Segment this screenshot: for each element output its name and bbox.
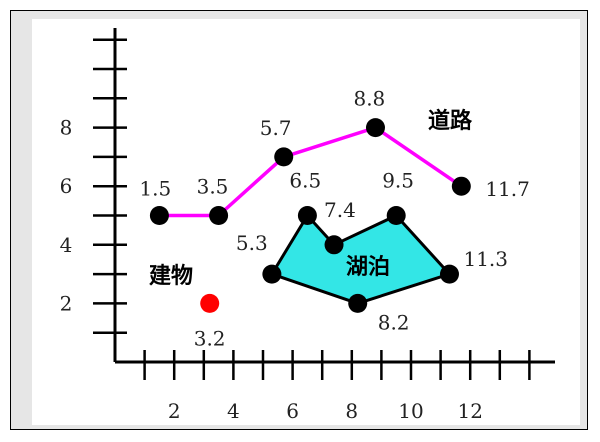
y-tick-label: 4 [60, 233, 73, 257]
lake-vertex [439, 264, 459, 284]
lake-vertex [348, 293, 368, 313]
x-tick-label: 10 [398, 399, 423, 423]
road-vertex [209, 206, 229, 225]
lake-vertex-label: 5.3 [236, 231, 268, 255]
lake-vertex [324, 235, 344, 255]
x-tick-label: 12 [457, 399, 482, 423]
axes [93, 28, 555, 380]
road-vertex [451, 176, 471, 196]
lake-vertex-label: 11.3 [463, 247, 508, 271]
road-vertex-label: 5.7 [260, 116, 292, 140]
road-label: 道路 [428, 108, 473, 134]
lake-layer: 5.3 6.57.4 9.5 11.3 8.2 [236, 169, 508, 335]
lake-label: 湖泊 [346, 255, 390, 280]
lake-vertex-label: 7.4 [324, 198, 356, 222]
x-tick-label: 2 [168, 399, 181, 423]
building-layer: 3.2 [194, 293, 226, 350]
lake-vertex-label: 8.2 [378, 310, 410, 334]
x-tick-label: 8 [345, 399, 358, 423]
road-vertex [274, 147, 294, 167]
road-layer: 1.5 3.5 5.7 8.8 11.7 [139, 87, 530, 225]
y-tick-label: 8 [60, 116, 73, 140]
road-vertex-label: 1.5 [139, 177, 171, 201]
road-vertex-label: 8.8 [353, 87, 385, 111]
lake-vertex-label: 9.5 [382, 169, 414, 193]
road-vertex-label: 3.5 [197, 175, 229, 199]
road-vertex-label: 11.7 [485, 177, 530, 201]
lake-vertex [297, 206, 317, 225]
x-tick-label: 4 [227, 399, 240, 423]
building-point-label: 3.2 [194, 326, 226, 350]
road-vertex [365, 118, 385, 138]
x-tick-label: 6 [286, 399, 299, 423]
lake-vertex [262, 264, 282, 284]
lake-vertex [386, 206, 406, 225]
y-tick-label: 6 [60, 174, 73, 198]
lake-vertex-label: 6.5 [289, 169, 321, 193]
building-label: 建物 [149, 263, 193, 289]
road-vertex [149, 206, 169, 225]
building-point [200, 293, 220, 313]
tick-labels: 2 4 6 8 10 12 2 4 6 8 [60, 116, 483, 423]
y-tick-label: 2 [60, 291, 73, 315]
